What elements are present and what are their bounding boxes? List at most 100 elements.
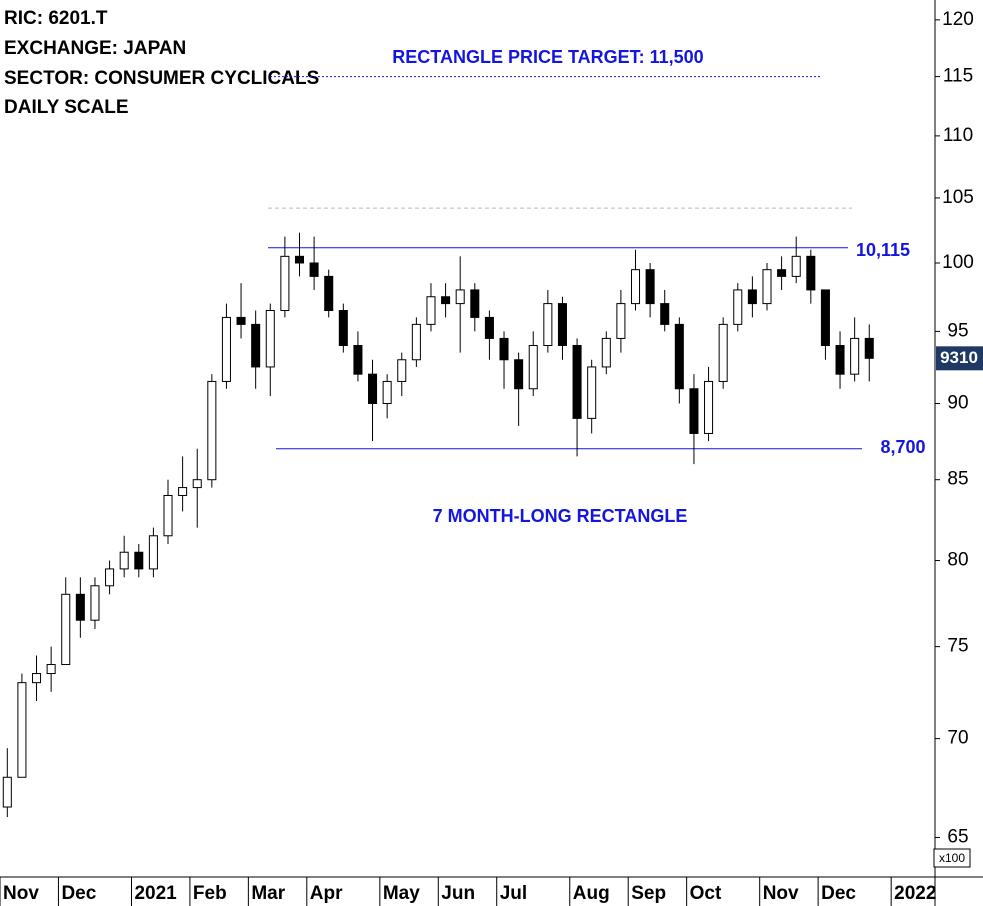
candle-body — [148, 535, 158, 570]
candle-body — [616, 303, 626, 339]
x-tick-label: Nov — [763, 883, 799, 904]
x-tick-label: Jun — [441, 883, 475, 904]
candle-body — [718, 323, 728, 382]
candle-body — [835, 344, 845, 375]
candle-body — [777, 269, 787, 277]
header-text: SECTOR: CONSUMER CYCLICALS — [4, 68, 319, 89]
x-tick-label: Feb — [193, 883, 227, 904]
candle-body — [294, 255, 305, 264]
header-text: EXCHANGE: JAPAN — [4, 38, 186, 59]
unit-box — [933, 848, 971, 868]
header-text: RIC: 6201.T — [4, 8, 108, 29]
candle-body — [645, 269, 655, 305]
candle-body — [221, 316, 231, 382]
x-tick-label: Mar — [251, 883, 285, 904]
candle-body — [2, 776, 12, 808]
candle-body — [630, 269, 641, 305]
candle-body — [411, 323, 421, 361]
candle-body — [236, 316, 246, 325]
candle-body — [674, 323, 684, 390]
candle-body — [528, 344, 538, 390]
candle-body — [762, 269, 772, 305]
x-tick-label: May — [383, 883, 420, 904]
candle-body — [484, 316, 494, 339]
candle-body — [499, 337, 509, 361]
candle-body — [441, 296, 451, 305]
y-tick-label: 80 — [947, 550, 968, 571]
candle-body — [46, 664, 56, 675]
level-label: 8,700 — [880, 437, 925, 457]
x-tick-label: Apr — [310, 883, 343, 904]
candle-body — [747, 289, 757, 305]
candle-body — [470, 289, 480, 318]
candle-body — [850, 337, 860, 375]
candle-body — [134, 551, 144, 570]
y-tick-label: 115 — [943, 66, 973, 87]
level-label: RECTANGLE PRICE TARGET: 11,500 — [392, 47, 703, 67]
candle-body — [353, 344, 363, 375]
x-tick-label: Oct — [690, 883, 722, 904]
candle-body — [689, 388, 699, 434]
candle-body — [864, 337, 874, 359]
candle-body — [397, 359, 407, 382]
y-tick-label: 105 — [942, 187, 974, 208]
candle-body — [820, 289, 830, 346]
candle-body — [324, 275, 334, 311]
candle-body — [61, 593, 71, 666]
candle-body — [192, 479, 202, 489]
candle-body — [309, 262, 319, 277]
candle-body — [90, 585, 100, 621]
x-tick-label: Nov — [3, 883, 39, 904]
candle-body — [791, 255, 801, 277]
y-tick-label: 120 — [942, 9, 974, 30]
candle-body — [382, 380, 392, 404]
x-tick-label: Jul — [500, 883, 527, 904]
x-tick-label: Sep — [631, 883, 666, 904]
y-tick-label: 75 — [947, 636, 968, 657]
price-box — [936, 346, 983, 371]
y-tick-label: 110 — [943, 125, 973, 146]
candle-body — [557, 303, 567, 346]
candle-body — [426, 296, 436, 325]
level-label: 10,115 — [856, 240, 910, 260]
candle-body — [17, 682, 27, 778]
x-tick-label: Dec — [821, 883, 856, 904]
candle-body — [543, 303, 553, 346]
price-label: 9310 — [940, 348, 978, 367]
candle-body — [514, 359, 524, 390]
candle-body — [207, 380, 217, 481]
header-text: DAILY SCALE — [4, 97, 129, 118]
candle-body — [251, 323, 261, 368]
annotation: 7 MONTH-LONG RECTANGLE — [433, 506, 688, 526]
y-tick-label: 100 — [942, 252, 974, 273]
candle-body — [704, 380, 714, 434]
candle-body — [119, 551, 129, 570]
candle-body — [265, 309, 275, 368]
candle-body — [32, 673, 42, 684]
candle-body — [280, 255, 290, 311]
x-tick-label: 2022 — [894, 883, 936, 904]
y-tick-label: 65 — [947, 826, 968, 847]
candle-body — [368, 373, 378, 404]
candle-body — [455, 289, 465, 305]
candle-body — [660, 303, 670, 325]
candle-body — [733, 289, 743, 325]
candle-body — [163, 494, 173, 537]
candle-body — [572, 344, 582, 419]
candle-body — [587, 366, 597, 419]
y-unit: x100 — [939, 851, 965, 865]
x-tick-label: Aug — [573, 883, 610, 904]
y-tick-label: 95 — [947, 320, 968, 341]
y-tick-label: 90 — [947, 392, 968, 413]
y-tick-label: 85 — [947, 469, 968, 490]
x-tick-label: Dec — [61, 883, 96, 904]
y-tick-label: 70 — [947, 728, 968, 749]
candle-body — [601, 337, 611, 368]
candle-body — [338, 309, 348, 346]
candle-body — [105, 568, 115, 587]
candle-body — [806, 255, 816, 291]
candle-body — [75, 593, 85, 621]
x-tick-label: 2021 — [134, 883, 177, 904]
